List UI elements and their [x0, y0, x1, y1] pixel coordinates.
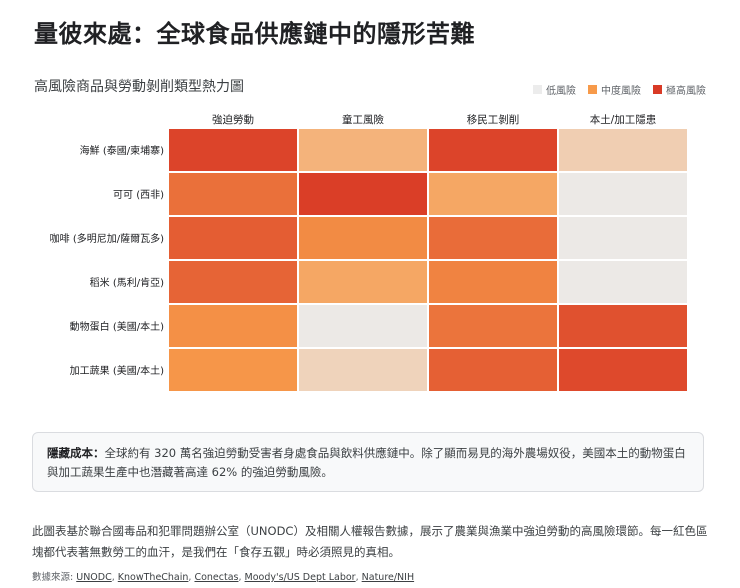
- heatmap-cell-r2-c0[interactable]: [169, 217, 297, 259]
- source-link-unodc[interactable]: UNODC: [76, 572, 112, 583]
- source-label: 數據來源:: [32, 572, 77, 583]
- chart-subtitle: 高風險商品與勞動剝削類型熱力圖: [34, 79, 244, 95]
- source-link-moodys[interactable]: Moody's/US Dept Labor: [244, 572, 356, 583]
- row-label-1: 可可 (西非): [113, 189, 164, 201]
- chart-description: 此圖表基於聯合國毒品和犯罪問題辦公室（UNODC）及相關人權報告數據，展示了農業…: [32, 524, 708, 559]
- column-label-2: 移民工剝削: [467, 113, 520, 126]
- row-label-0: 海鮮 (泰國/柬埔寨): [80, 144, 164, 157]
- legend-label-low: 低風險: [546, 86, 576, 97]
- heatmap-cell-r0-c0[interactable]: [169, 129, 297, 171]
- data-source: 數據來源: UNODC, KnowTheChain, Conectas, Moo…: [32, 572, 415, 583]
- column-label-0: 強迫勞動: [212, 113, 254, 126]
- heatmap-cell-r0-c2[interactable]: [429, 129, 557, 171]
- row-label-5: 加工蔬果 (美國/本土): [70, 364, 164, 377]
- heatmap-cell-r3-c0[interactable]: [169, 261, 297, 303]
- heatmap-cell-r1-c2[interactable]: [429, 173, 557, 215]
- legend-swatch-low: [533, 85, 542, 94]
- legend-label-high: 極高風險: [666, 86, 706, 97]
- callout-label: 隱藏成本：: [47, 446, 105, 460]
- column-label-1: 童工風險: [342, 113, 384, 126]
- source-link-nature[interactable]: Nature/NIH: [361, 572, 415, 583]
- heatmap-cell-r1-c1[interactable]: [299, 173, 427, 215]
- legend-item-high: 極高風險: [653, 82, 706, 97]
- heatmap-cell-r4-c2[interactable]: [429, 305, 557, 347]
- heatmap-cell-r3-c1[interactable]: [299, 261, 427, 303]
- row-label-3: 稻米 (馬利/肯亞): [90, 276, 164, 289]
- page-title: 量彼來處：全球食品供應鏈中的隱形苦難: [34, 20, 475, 48]
- heatmap-cell-r0-c1[interactable]: [299, 129, 427, 171]
- column-label-3: 本土/加工隱患: [590, 113, 657, 126]
- source-link-knowthechain[interactable]: KnowTheChain: [117, 572, 189, 583]
- chart-legend: 低風險 中度風險 極高風險: [533, 82, 706, 97]
- heatmap-cell-r5-c0[interactable]: [169, 349, 297, 391]
- callout-text: 全球約有 320 萬名強迫勞動受害者身處食品與飲料供應鏈中。除了顯而易見的海外農…: [47, 446, 686, 479]
- heatmap-cell-r4-c0[interactable]: [169, 305, 297, 347]
- legend-item-low: 低風險: [533, 82, 576, 97]
- hidden-cost-callout: 隱藏成本：全球約有 320 萬名強迫勞動受害者身處食品與飲料供應鏈中。除了顯而易…: [32, 432, 704, 492]
- legend-swatch-mid: [588, 85, 597, 94]
- heatmap-cell-r2-c3[interactable]: [559, 217, 687, 259]
- heatmap-cell-r5-c1[interactable]: [299, 349, 427, 391]
- heatmap-cell-r5-c3[interactable]: [559, 349, 687, 391]
- legend-item-mid: 中度風險: [588, 82, 641, 97]
- source-link-conectas[interactable]: Conectas: [194, 572, 239, 583]
- legend-label-mid: 中度風險: [601, 86, 641, 97]
- heatmap-cell-r0-c3[interactable]: [559, 129, 687, 171]
- heatmap-cell-r3-c3[interactable]: [559, 261, 687, 303]
- row-label-2: 咖啡 (多明尼加/薩爾瓦多): [50, 232, 164, 245]
- heatmap-cell-r2-c2[interactable]: [429, 217, 557, 259]
- heatmap-cell-r2-c1[interactable]: [299, 217, 427, 259]
- heatmap-cell-r3-c2[interactable]: [429, 261, 557, 303]
- heatmap-cell-r1-c0[interactable]: [169, 173, 297, 215]
- heatmap-cell-r4-c1[interactable]: [299, 305, 427, 347]
- legend-swatch-high: [653, 85, 662, 94]
- heatmap-cell-r4-c3[interactable]: [559, 305, 687, 347]
- heatmap-cell-r5-c2[interactable]: [429, 349, 557, 391]
- row-label-4: 動物蛋白 (美國/本土): [70, 320, 164, 333]
- heatmap-cell-r1-c3[interactable]: [559, 173, 687, 215]
